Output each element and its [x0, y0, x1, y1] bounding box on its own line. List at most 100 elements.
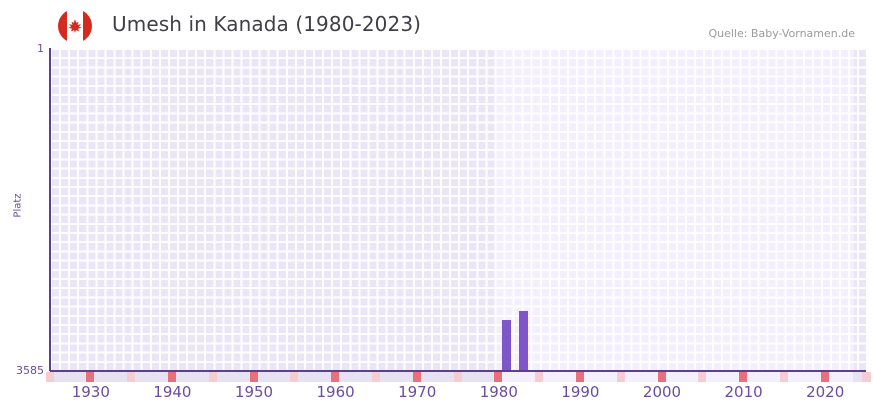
x-tick-blank: [200, 372, 210, 382]
x-tick-label: 1990: [561, 383, 600, 401]
x-tick-blank: [257, 372, 267, 382]
data-range-band: [494, 48, 854, 371]
x-tick-blank: [78, 372, 88, 382]
x-tick-blank: [853, 372, 863, 382]
x-tick-blank: [388, 372, 398, 382]
x-tick-blank: [176, 372, 186, 382]
x-tick-blank: [429, 372, 439, 382]
x-tick-blank: [837, 372, 847, 382]
x-tick-minor: [371, 372, 381, 382]
x-tick-blank: [812, 372, 822, 382]
x-tick-blank: [347, 372, 357, 382]
x-tick-label: 2000: [642, 383, 682, 401]
canada-flag-icon: [58, 9, 92, 43]
x-tick-blank: [143, 372, 153, 382]
x-tick-blank: [339, 372, 349, 382]
x-tick-label: 1930: [71, 383, 110, 401]
x-tick-label: 1960: [316, 383, 355, 401]
x-tick-blank: [461, 372, 471, 382]
x-tick-blank: [755, 372, 765, 382]
x-tick-blank: [828, 372, 838, 382]
x-tick-blank: [690, 372, 700, 382]
x-tick-label: 2010: [724, 383, 763, 401]
x-tick-blank: [804, 372, 814, 382]
x-tick-blank: [771, 372, 781, 382]
x-tick-blank: [600, 372, 610, 382]
x-tick-strip: [45, 372, 871, 382]
x-tick-label: 1980: [479, 383, 518, 401]
x-tick-blank: [380, 372, 390, 382]
source-note: Quelle: Baby-Vornamen.de: [708, 27, 855, 40]
x-tick-blank: [102, 372, 112, 382]
x-tick-blank: [273, 372, 283, 382]
x-tick-major: [657, 372, 667, 382]
x-tick-major: [494, 372, 504, 382]
x-tick-blank: [543, 372, 553, 382]
x-tick-blank: [159, 372, 169, 382]
x-tick-minor: [698, 372, 708, 382]
x-tick-blank: [641, 372, 651, 382]
x-tick-blank: [445, 372, 455, 382]
x-tick-blank: [110, 372, 120, 382]
bar: [502, 320, 512, 371]
x-tick-blank: [477, 372, 487, 382]
x-tick-blank: [420, 372, 430, 382]
x-tick-label: 1950: [234, 383, 274, 401]
x-tick-blank: [298, 372, 308, 382]
x-tick-blank: [469, 372, 479, 382]
plot-area: [50, 48, 866, 371]
x-tick-blank: [551, 372, 561, 382]
x-tick-label: 1970: [398, 383, 437, 401]
x-tick-blank: [404, 372, 414, 382]
x-tick-blank: [233, 372, 243, 382]
x-axis-line: [50, 370, 866, 372]
x-tick-blank: [763, 372, 773, 382]
x-tick-minor: [535, 372, 545, 382]
x-tick-minor: [45, 372, 55, 382]
x-tick-blank: [184, 372, 194, 382]
x-tick-blank: [584, 372, 594, 382]
x-tick-blank: [526, 372, 536, 382]
x-tick-blank: [649, 372, 659, 382]
x-tick-major: [820, 372, 830, 382]
x-tick-blank: [314, 372, 324, 382]
x-tick-blank: [282, 372, 292, 382]
x-tick-blank: [61, 372, 71, 382]
y-axis-label: Platz: [12, 193, 24, 218]
x-tick-blank: [673, 372, 683, 382]
x-tick-blank: [559, 372, 569, 382]
x-tick-major: [249, 372, 259, 382]
x-tick-major: [86, 372, 96, 382]
x-tick-blank: [796, 372, 806, 382]
bar: [518, 311, 528, 371]
x-tick-blank: [94, 372, 104, 382]
x-tick-blank: [624, 372, 634, 382]
y-axis-line: [49, 48, 51, 371]
x-tick-blank: [592, 372, 602, 382]
x-tick-blank: [151, 372, 161, 382]
x-tick-blank: [69, 372, 79, 382]
x-tick-blank: [567, 372, 577, 382]
x-tick-blank: [486, 372, 496, 382]
x-tick-major: [739, 372, 749, 382]
x-tick-blank: [706, 372, 716, 382]
x-tick-blank: [192, 372, 202, 382]
x-tick-minor: [861, 372, 871, 382]
x-tick-blank: [730, 372, 740, 382]
maple-leaf-icon: [68, 19, 82, 34]
x-tick-blank: [633, 372, 643, 382]
x-tick-blank: [681, 372, 691, 382]
x-tick-blank: [788, 372, 798, 382]
x-tick-blank: [265, 372, 275, 382]
x-tick-blank: [722, 372, 732, 382]
x-tick-label: 2020: [806, 383, 845, 401]
chart-header: Umesh in Kanada (1980-2023) Quelle: Baby…: [0, 0, 873, 48]
x-tick-blank: [322, 372, 332, 382]
x-tick-blank: [216, 372, 226, 382]
x-tick-blank: [118, 372, 128, 382]
x-tick-blank: [502, 372, 512, 382]
x-tick-minor: [453, 372, 463, 382]
x-tick-minor: [208, 372, 218, 382]
x-tick-major: [575, 372, 585, 382]
